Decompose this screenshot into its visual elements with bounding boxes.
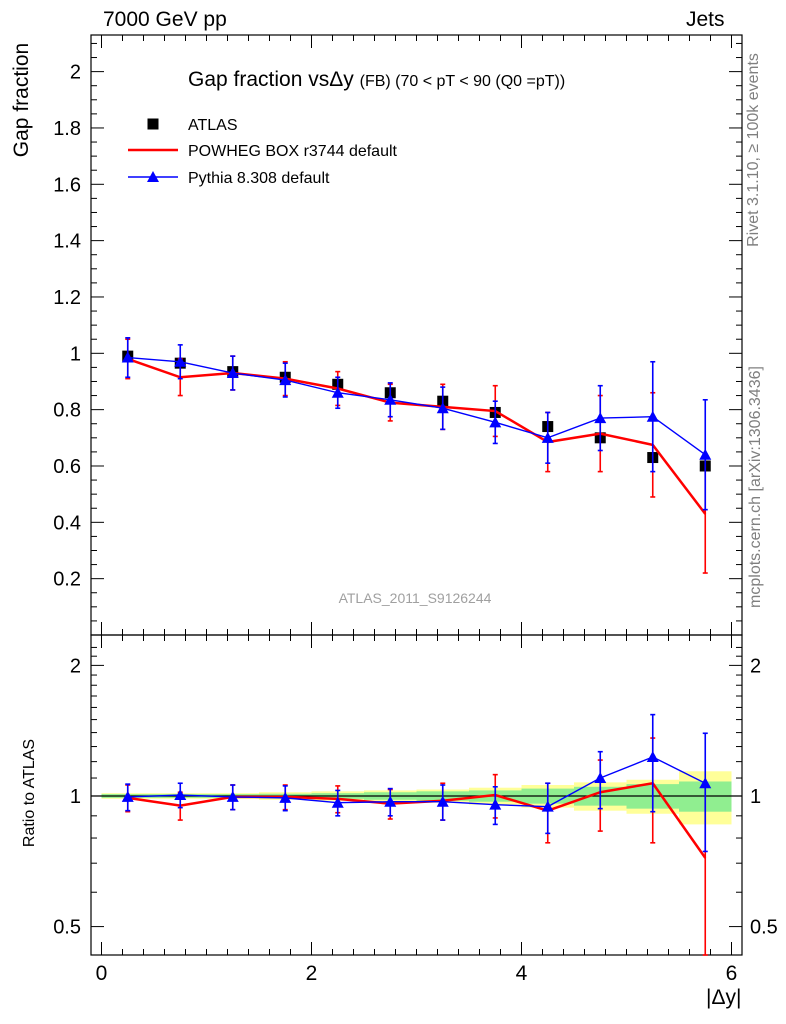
main-y-tick-label: 1.8 <box>53 118 81 140</box>
energy-label: 7000 GeV pp <box>103 8 227 31</box>
powheg-series-line <box>127 357 707 515</box>
ratio-y-tick-label-right: 1 <box>750 786 761 808</box>
chart-title-suffix: (FB) (70 < pT < 90 (Q0 =pT)) <box>359 73 566 90</box>
x-axis-label: |Δy| <box>706 986 742 1009</box>
pythia-data-point <box>174 355 187 367</box>
main-y-tick-label: 0.6 <box>53 456 81 478</box>
pythia-ratio-point <box>384 795 397 807</box>
pythia-ratio-point <box>279 791 292 803</box>
pythia-data-point <box>384 393 397 405</box>
mcplots-label: mcplots.cern.ch [arXiv:1306.3436] <box>747 366 764 608</box>
pythia-ratio-point <box>121 790 134 802</box>
pythia-data-point <box>279 374 292 386</box>
main-y-tick-label: 2 <box>70 62 81 84</box>
ratio-y-tick-label-left: 0.5 <box>53 917 81 939</box>
main-y-tick-label: 1.6 <box>53 174 81 196</box>
pythia-ratio-point <box>699 777 712 789</box>
analysis-id-label: ATLAS_2011_S9126244 <box>338 590 492 606</box>
ratio-y-tick-label-right: 0.5 <box>750 917 778 939</box>
pythia-ratio-point <box>436 795 449 807</box>
pythia-ratio-point <box>489 798 502 810</box>
pythia-ratio-series-line <box>127 756 706 808</box>
pythia-data-point <box>121 351 134 363</box>
main-y-tick-label: 1 <box>70 343 81 365</box>
main-y-tick-label: 0.4 <box>53 512 81 534</box>
x-tick-label: 2 <box>306 962 318 985</box>
x-tick-label: 4 <box>516 962 528 985</box>
pythia-data-point <box>594 412 607 424</box>
main-y-tick-label: 0.2 <box>53 569 81 591</box>
legend-label: ATLAS <box>188 117 238 134</box>
legend-label: Pythia 8.308 default <box>188 170 330 187</box>
ratio-y-tick-label-left: 1 <box>70 786 81 808</box>
ratio-y-tick-label-right: 2 <box>750 655 761 677</box>
ratio-y-axis-label: Ratio to ATLAS <box>21 738 38 848</box>
main-y-tick-label: 0.8 <box>53 400 81 422</box>
x-tick-label: 0 <box>96 962 108 985</box>
pythia-data-point <box>541 431 554 443</box>
pythia-data-point <box>226 367 239 379</box>
pythia-data-point <box>331 386 344 398</box>
pythia-data-point <box>646 410 659 422</box>
pythia-ratio-point <box>174 789 187 801</box>
main-y-axis-label: Gap fraction <box>10 42 33 158</box>
pythia-series-line <box>127 356 706 456</box>
pythia-data-point <box>489 416 502 428</box>
legend-marker-pythia <box>147 171 159 182</box>
ratio-y-tick-label-left: 2 <box>70 655 81 677</box>
main-y-tick-label: 1.2 <box>53 287 81 309</box>
pythia-ratio-point <box>541 800 554 812</box>
legend-marker-atlas <box>147 118 159 130</box>
process-label: Jets <box>686 8 725 31</box>
pythia-ratio-point <box>331 796 344 808</box>
x-tick-label: 6 <box>726 962 738 985</box>
pythia-ratio-point <box>594 772 607 784</box>
pythia-ratio-point <box>646 750 659 762</box>
legend-label: POWHEG BOX r3744 default <box>188 143 398 160</box>
rivet-version-label: Rivet 3.1.10, ≥ 100k events <box>745 53 762 247</box>
pythia-ratio-point <box>226 790 239 802</box>
chart-title-main: Gap fraction vsΔy <box>188 68 354 91</box>
chart-title: Gap fraction vsΔy (FB) (70 < pT < 90 (Q0… <box>188 68 565 92</box>
main-y-tick-label: 1.4 <box>53 231 81 253</box>
pythia-data-point <box>436 402 449 414</box>
pythia-data-point <box>699 448 712 460</box>
